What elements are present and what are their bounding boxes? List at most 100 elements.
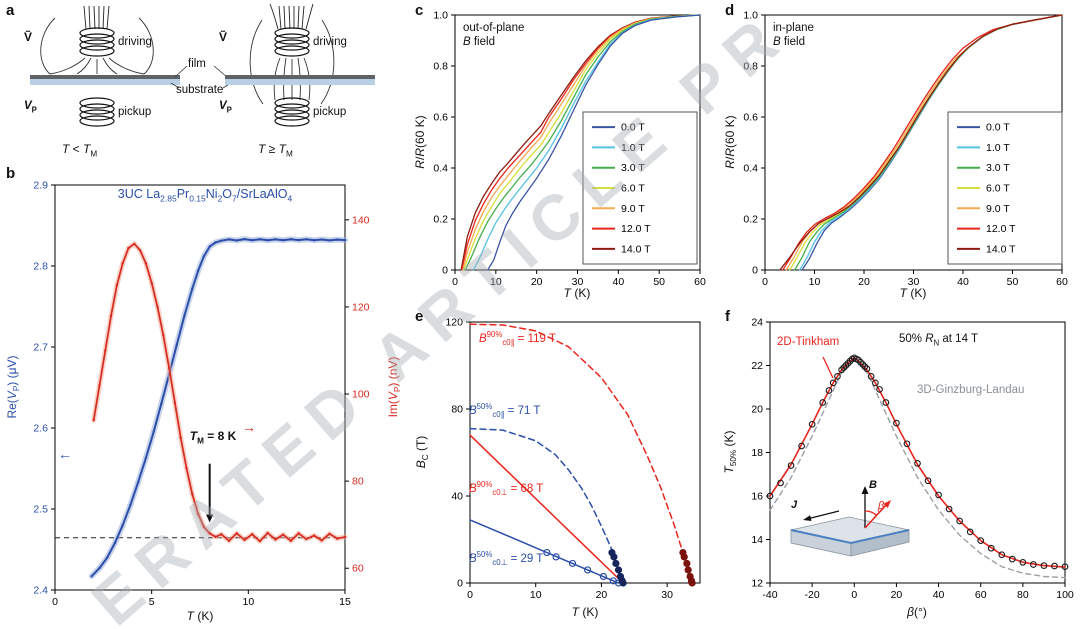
svg-text:20: 20 — [858, 276, 870, 288]
chart-c: 0 10 20 30 40 50 60 0 0.2 0.4 0.6 0.8 1.0 0.0 T 1.0 T 3… — [405, 0, 715, 300]
svg-text:18: 18 — [751, 447, 763, 459]
bc-perp-90-annotation: B90%c0⊥ = 68 T — [469, 480, 544, 498]
svg-text:0.2: 0.2 — [433, 214, 448, 226]
legend-item: 14.0 T — [621, 243, 651, 255]
svg-text:60: 60 — [352, 563, 364, 575]
pickup-coil-left — [79, 97, 115, 127]
pickup-voltage-label-right: VP — [219, 100, 232, 115]
svg-text:0: 0 — [457, 578, 463, 590]
svg-text:1.0: 1.0 — [433, 10, 448, 22]
svg-text:10: 10 — [530, 589, 542, 601]
legend-item: 1.0 T — [986, 142, 1010, 154]
film-bar-left — [30, 75, 180, 85]
svg-text:60: 60 — [975, 589, 987, 601]
axes: 0 10 20 30 40 50 60 0 0.2 0.4 0.6 0.8 1.0 — [433, 10, 706, 289]
pickup-coil-right — [274, 97, 310, 127]
svg-text:0: 0 — [467, 589, 473, 601]
svg-text:10: 10 — [809, 276, 821, 288]
svg-text:0: 0 — [452, 276, 458, 288]
chart-b-svg: 0 5 10 15 2.4 2.5 2.6 2.7 2.8 2.9 60 80 100 120 140 — [33, 180, 370, 609]
series — [88, 236, 348, 580]
panel-d-note: in-plane B field — [773, 22, 814, 48]
panel-e: e 0 10 20 30 0 40 80 120 BC (T) T (K) B90%c0∥ =… — [405, 300, 715, 629]
bc-parallel-50-annotation: B50%c0∥ = 71 T — [469, 402, 541, 420]
field-lines-right — [249, 19, 335, 105]
film-layer-edge — [790, 529, 910, 545]
b-field-arrow — [861, 486, 869, 528]
svg-text:80: 80 — [1017, 589, 1029, 601]
series — [766, 354, 1069, 579]
panel-d: d 0 10 20 30 40 50 60 0 0.2 0.4 0.6 0.8 1.0 0.0 T 1.0 … — [715, 0, 1080, 300]
chart-f: -40 -20 0 20 40 60 80 100 12 14 16 18 20 22 24 — [715, 300, 1080, 629]
svg-text:0: 0 — [52, 596, 58, 608]
svg-text:-20: -20 — [805, 589, 820, 601]
legend: 0.0 T 1.0 T 3.0 T 6.0 T 9.0 T 12.0 T 14.0 T — [582, 111, 698, 265]
condition-label-left: T < TM — [62, 142, 98, 159]
panel-c-label: c — [415, 2, 424, 19]
svg-text:2.4: 2.4 — [33, 585, 48, 597]
leads-left — [83, 5, 110, 30]
gl-annotation: 3D-Ginzburg-Landau — [917, 384, 1025, 396]
svg-text:12: 12 — [751, 578, 763, 590]
legend: 0.0 T 1.0 T 3.0 T 6.0 T 9.0 T 12.0 T 14.0 T — [947, 111, 1063, 265]
svg-text:0.6: 0.6 — [433, 112, 448, 124]
svg-text:30: 30 — [908, 276, 920, 288]
svg-text:40: 40 — [612, 276, 624, 288]
legend-item: 6.0 T — [621, 183, 645, 195]
svg-text:0.4: 0.4 — [743, 163, 758, 175]
svg-text:80: 80 — [451, 404, 463, 416]
chart-d: 0 10 20 30 40 50 60 0 0.2 0.4 0.6 0.8 1.0 0.0 T 1.0 T 3… — [715, 0, 1080, 300]
svg-text:1.0: 1.0 — [743, 10, 758, 22]
drive-voltage-label-right: Ṽ — [219, 30, 228, 44]
svg-text:15: 15 — [339, 596, 351, 608]
pickup-label-left: pickup — [118, 106, 152, 118]
svg-text:80: 80 — [352, 476, 364, 488]
svg-text:60: 60 — [694, 276, 706, 288]
svg-text:14: 14 — [751, 534, 763, 546]
chart-e-svg: 0 10 20 30 0 40 80 120 — [445, 317, 701, 601]
svg-text:0.6: 0.6 — [743, 112, 758, 124]
panel-d-xlabel: T (K) — [899, 286, 927, 300]
axes: -40 -20 0 20 40 60 80 100 12 14 16 18 20 22 24 — [751, 317, 1074, 602]
panel-c-note: out-of-plane B field — [463, 22, 525, 48]
legend-item: 0.0 T — [986, 122, 1010, 134]
svg-text:2.8: 2.8 — [33, 261, 48, 273]
svg-text:120: 120 — [445, 317, 463, 329]
panel-f: f -40 -20 0 20 40 60 80 100 12 14 16 18 20 22 24 T50% … — [715, 300, 1080, 629]
rn-annotation: 50% RN at 14 T — [899, 333, 978, 348]
drive-voltage-label-left: Ṽ — [24, 30, 33, 44]
chart-c-svg: 0 10 20 30 40 50 60 0 0.2 0.4 0.6 0.8 1.0 0.0 T 1.0 T 3… — [433, 10, 706, 289]
svg-text:50: 50 — [653, 276, 665, 288]
panel-a: a — [0, 0, 405, 165]
chart-e: 0 10 20 30 0 40 80 120 — [405, 300, 715, 629]
chart-b: 0 5 10 15 2.4 2.5 2.6 2.7 2.8 2.9 60 80 100 120 140 — [0, 165, 405, 629]
svg-text:16: 16 — [751, 491, 763, 503]
panel-d-label: d — [725, 2, 735, 19]
pickup-label-right: pickup — [313, 106, 347, 118]
panel-f-xlabel: β(°) — [907, 605, 927, 619]
legend-item: 3.0 T — [621, 162, 645, 174]
chart-f-svg: -40 -20 0 20 40 60 80 100 12 14 16 18 20 22 24 — [751, 317, 1074, 602]
svg-text:2.7: 2.7 — [33, 342, 48, 354]
panel-b-title: 3UC La2.85Pr0.15Ni2O7/SrLaAlO4 — [117, 187, 293, 204]
series — [469, 323, 696, 587]
svg-text:30: 30 — [572, 276, 584, 288]
substrate-label: substrate — [176, 84, 224, 96]
svg-text:10: 10 — [490, 276, 502, 288]
svg-text:22: 22 — [751, 360, 763, 372]
svg-text:100: 100 — [352, 389, 370, 401]
bc-parallel-90-annotation: B90%c0∥ = 119 T — [479, 330, 556, 348]
svg-text:10: 10 — [242, 596, 254, 608]
svg-text:0: 0 — [762, 276, 768, 288]
panel-e-xlabel: T (K) — [571, 605, 599, 619]
svg-text:40: 40 — [933, 589, 945, 601]
panel-f-ylabel: T50% (K) — [721, 430, 739, 474]
legend-item: 14.0 T — [986, 243, 1016, 255]
panel-c: c 0 10 20 30 40 50 60 0 0.2 0.4 0.6 0.8 1.0 0.0 T 1.0 … — [405, 0, 715, 300]
svg-text:0.8: 0.8 — [743, 61, 758, 73]
right-axis-arrow: → — [242, 419, 256, 435]
tinkham-annotation: 2D-Tinkham — [777, 336, 840, 348]
leads-right — [269, 3, 314, 30]
svg-text:40: 40 — [957, 276, 969, 288]
panel-e-ylabel: BC (T) — [413, 435, 431, 469]
